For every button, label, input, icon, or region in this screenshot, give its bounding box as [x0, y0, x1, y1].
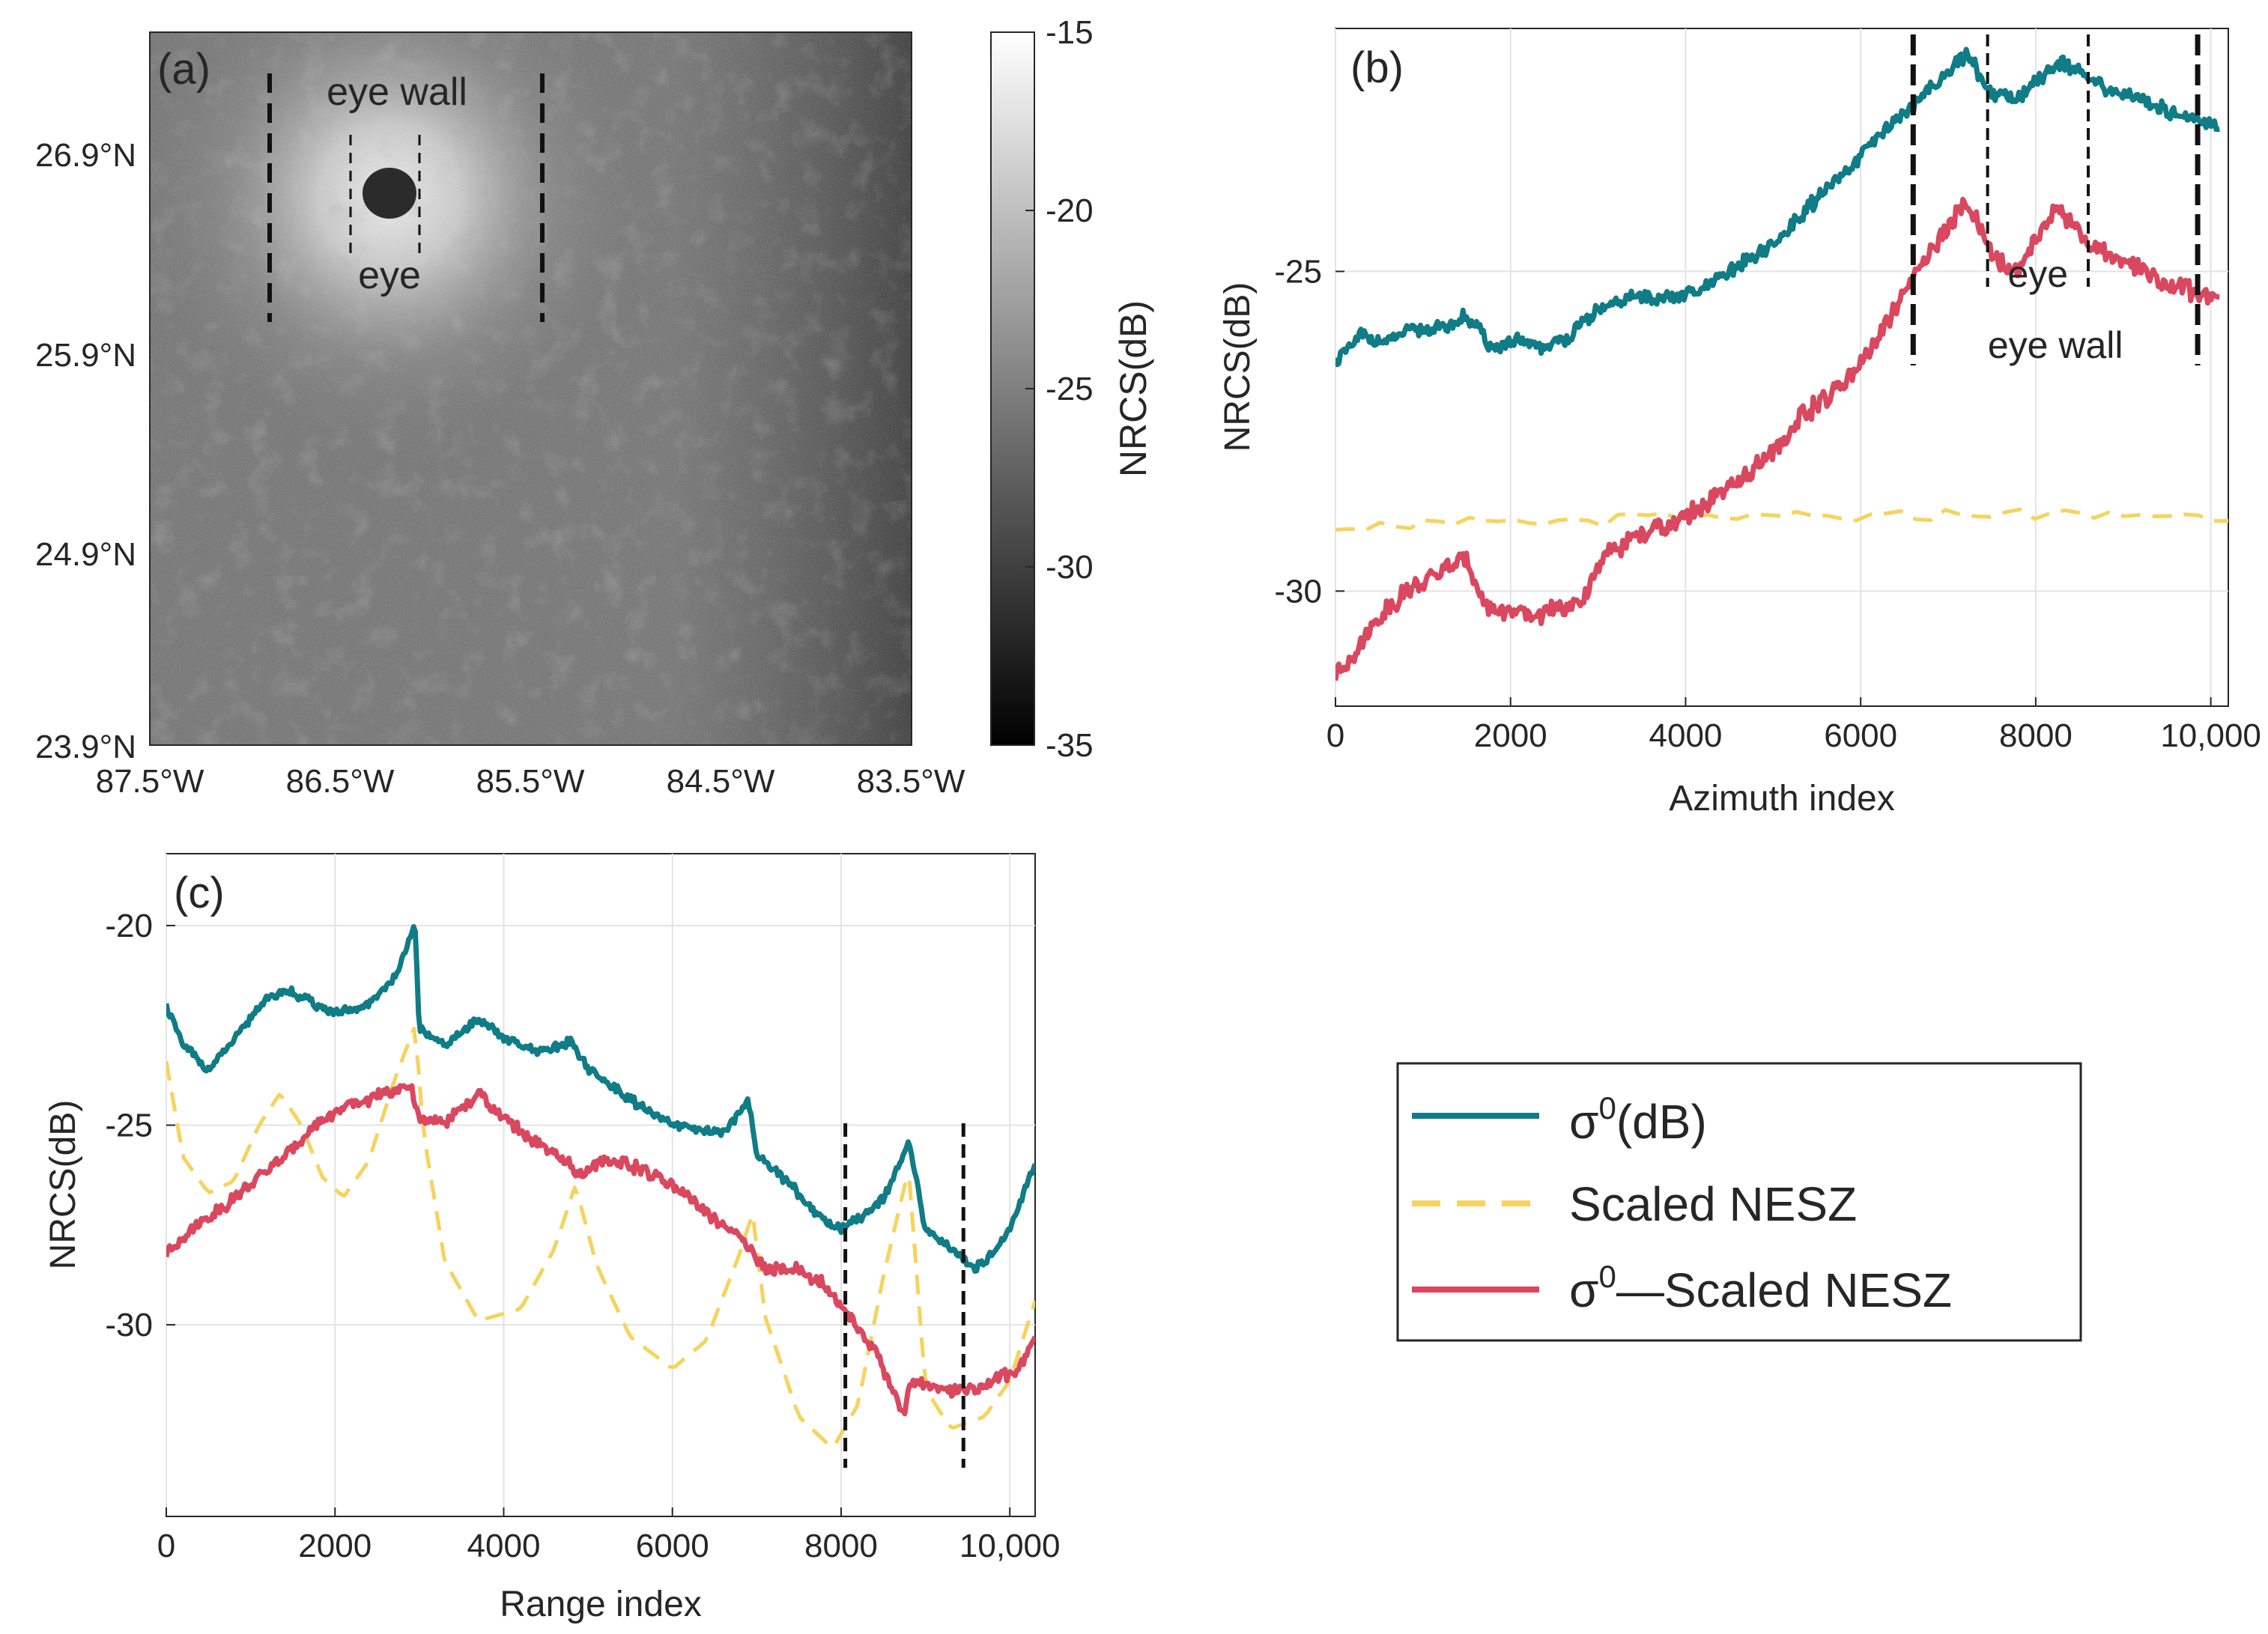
colorbar-tick: -15: [1046, 14, 1094, 51]
panel-c: 0 2000 4000 6000 8000 10,000 -20 -25 -30 (c) Ran…: [43, 853, 1061, 1624]
x-tick-label: 8000: [1999, 717, 2073, 754]
y-tick-label: -25: [1274, 253, 1322, 290]
series-sigma-line: [1335, 46, 2221, 368]
legend: σ0(dB) Scaled NESZ σ0—Scaled NESZ: [1396, 1062, 2082, 1342]
panel-a: eye wall eye (a) 26.9°N 25.9°N 24.9°N 23…: [35, 14, 1154, 800]
colorbar-tick: -35: [1046, 727, 1094, 764]
colorbar-label: NRCS(dB): [1112, 300, 1154, 477]
axis-ticks: 0 2000 4000 6000 8000 10,000 -25 -30: [1274, 253, 2261, 754]
sar-image: [150, 32, 912, 745]
series-nesz-line: [166, 1027, 1035, 1449]
x-tick-label: 6000: [636, 1528, 709, 1564]
x-axis-label: Range index: [500, 1585, 702, 1624]
panel-b: 0 2000 4000 6000 8000 10,000 -25 -30 (b) eye ey…: [1218, 28, 2261, 818]
series-nesz-line: [1335, 507, 2228, 532]
series-sigma-line: [166, 924, 1035, 1274]
legend-item-nesz: Scaled NESZ: [1569, 1177, 1857, 1231]
lon-label: 84.5°W: [667, 763, 775, 800]
panel-b-label: (b): [1350, 43, 1404, 92]
y-tick-label: -30: [1274, 573, 1322, 610]
lat-label: 24.9°N: [35, 536, 136, 573]
lat-label: 23.9°N: [35, 729, 136, 765]
colorbar: -15 -20 -25 -30 -35 NRCS(dB): [990, 14, 1154, 764]
series-corrected-line: [1335, 196, 2221, 681]
panel-c-label: (c): [174, 869, 225, 917]
lat-label: 25.9°N: [35, 337, 136, 374]
lat-label: 26.9°N: [35, 137, 136, 174]
y-tick-label: -25: [105, 1108, 153, 1144]
colorbar-tick: -25: [1046, 371, 1094, 407]
x-tick-label: 6000: [1824, 717, 1897, 754]
x-axis-label: Azimuth index: [1669, 779, 1894, 818]
eye-label: eye: [2008, 253, 2069, 295]
series: [1335, 46, 2228, 681]
region-markers: [843, 1123, 965, 1468]
x-tick-label: 10,000: [2160, 717, 2261, 754]
region-markers: [1910, 34, 2201, 365]
x-tick-label: 0: [157, 1528, 175, 1564]
lon-label: 83.5°W: [857, 763, 965, 800]
x-tick-label: 8000: [804, 1528, 878, 1564]
eye-label: eye: [358, 254, 421, 297]
legend-item-sigma: σ0(dB): [1569, 1090, 1707, 1149]
legend-item-corrected: σ0—Scaled NESZ: [1569, 1259, 1952, 1317]
y-tick-label: -20: [105, 908, 153, 944]
x-tick-label: 2000: [298, 1528, 372, 1564]
series: [166, 924, 1035, 1449]
colorbar-tick: -30: [1046, 549, 1094, 586]
x-tick-label: 0: [1326, 717, 1344, 754]
plot-area: [1335, 28, 2229, 707]
x-tick-label: 4000: [1649, 717, 1723, 754]
hurricane-eye: [363, 168, 416, 219]
x-tick-label: 2000: [1474, 717, 1547, 754]
lon-label: 86.5°W: [286, 763, 395, 800]
x-tick-label: 10,000: [959, 1528, 1061, 1564]
y-tick-label: -30: [105, 1307, 153, 1343]
x-tick-label: 4000: [467, 1528, 541, 1564]
y-axis-label: NRCS(dB): [1218, 282, 1258, 452]
colorbar-tick: -20: [1046, 192, 1094, 229]
eye-wall-label: eye wall: [1988, 324, 2123, 366]
axis-ticks: 0 2000 4000 6000 8000 10,000 -20 -25 -30: [105, 908, 1060, 1564]
eye-wall-label: eye wall: [327, 70, 467, 114]
lon-label: 85.5°W: [476, 763, 585, 800]
panel-a-label: (a): [157, 45, 210, 94]
y-axis-label: NRCS(dB): [43, 1100, 83, 1270]
lon-label: 87.5°W: [96, 763, 204, 800]
series-corrected-line: [166, 1083, 1035, 1417]
